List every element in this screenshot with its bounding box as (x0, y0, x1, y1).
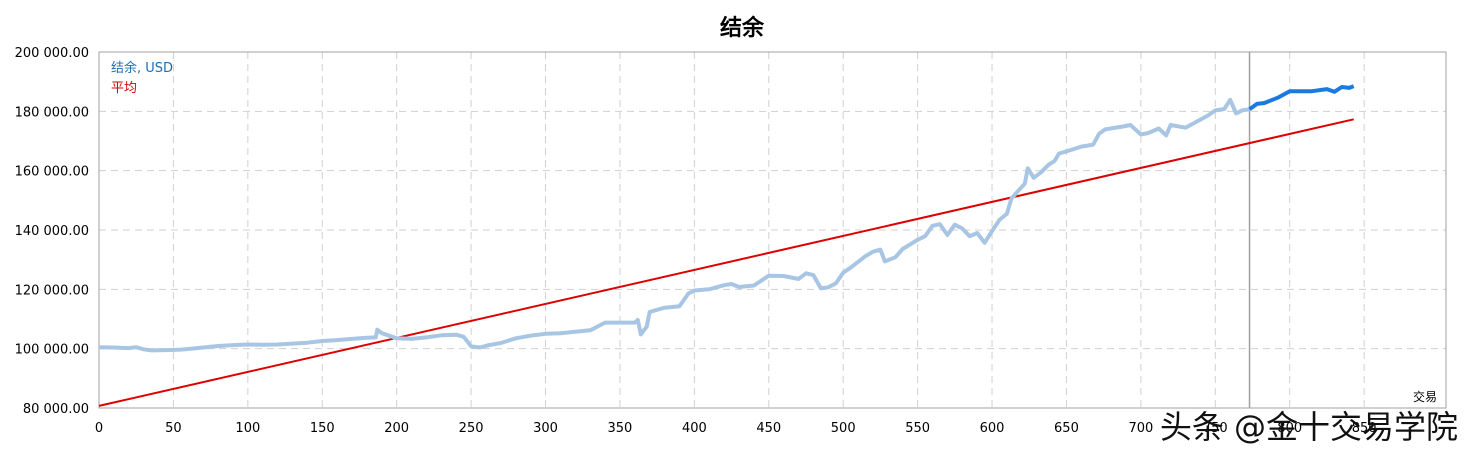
legend: 结余, USD 平均 (111, 60, 173, 96)
watermark-text: 头条 @金十交易学院 (1160, 408, 1458, 446)
x-tick-label: 600 (980, 421, 1005, 436)
y-tick-label: 160 000.00 (15, 165, 89, 180)
x-tick-label: 50 (165, 421, 182, 436)
x-tick-label: 650 (1054, 421, 1079, 436)
x-tick-label: 700 (1128, 421, 1153, 436)
plot-frame (98, 51, 1447, 409)
x-tick-label: 800 (1277, 421, 1302, 436)
x-tick-label: 100 (235, 421, 260, 436)
y-tick-label: 140 000.00 (15, 224, 89, 239)
legend-balance: 结余, USD (111, 60, 173, 76)
y-tick-label: 200 000.00 (15, 46, 89, 61)
grid (99, 52, 1446, 408)
x-tick-label: 750 (1203, 421, 1228, 436)
chart-title: 结余 (720, 15, 765, 41)
y-tick-label: 180 000.00 (15, 105, 89, 120)
x-tick-label: 550 (905, 421, 930, 436)
series-line-balance-highlight (1248, 84, 1355, 111)
x-tick-label: 350 (608, 421, 633, 436)
x-tick-label: 250 (459, 421, 484, 436)
series-line-average (98, 118, 1354, 407)
x-tick-label: 150 (310, 421, 335, 436)
x-tick-label: 450 (756, 421, 781, 436)
series-line-balance (98, 97, 1250, 353)
legend-average: 平均 (111, 81, 137, 96)
x-tick-label: 300 (533, 421, 558, 436)
y-tick-label: 80 000.00 (23, 402, 89, 417)
series-layer (98, 84, 1355, 407)
y-tick-label: 120 000.00 (15, 283, 89, 298)
y-tick-label: 100 000.00 (15, 343, 89, 358)
x-tick-label: 0 (95, 421, 103, 436)
x-axis-label: 交易 (1413, 389, 1437, 404)
x-tick-label: 500 (831, 421, 856, 436)
x-tick-label: 200 (384, 421, 409, 436)
x-tick-label: 400 (682, 421, 707, 436)
axes: 80 000.00 100 000.00 120 000.00 140 000.00 1… (15, 46, 1447, 436)
x-tick-label: 850 (1352, 421, 1377, 436)
